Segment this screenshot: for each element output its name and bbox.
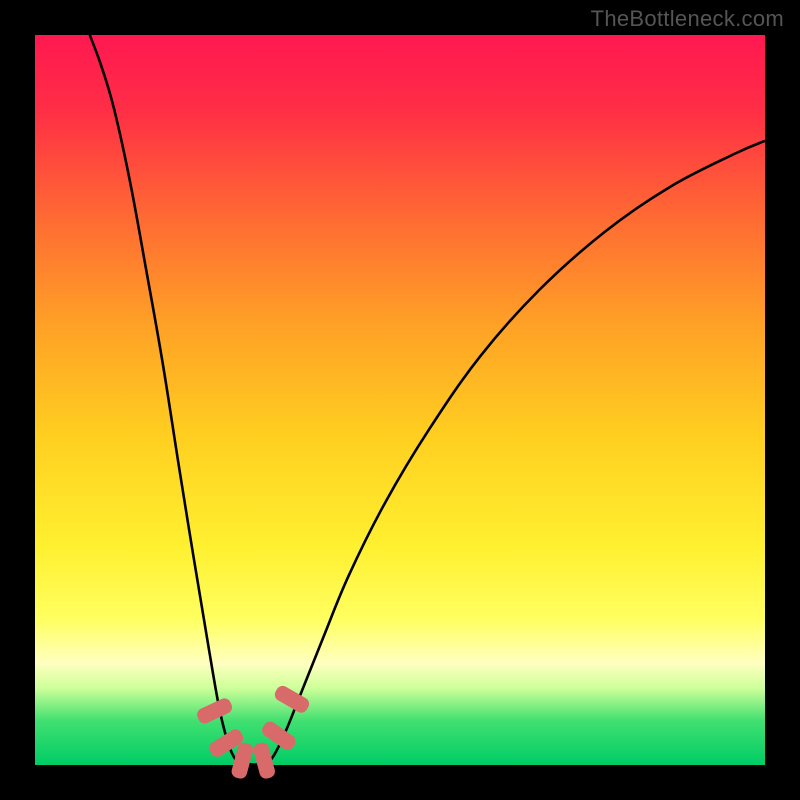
chart-root: TheBottleneck.com (0, 0, 800, 800)
chart-svg (0, 0, 800, 800)
plot-gradient (35, 35, 765, 765)
watermark-text: TheBottleneck.com (591, 6, 784, 32)
